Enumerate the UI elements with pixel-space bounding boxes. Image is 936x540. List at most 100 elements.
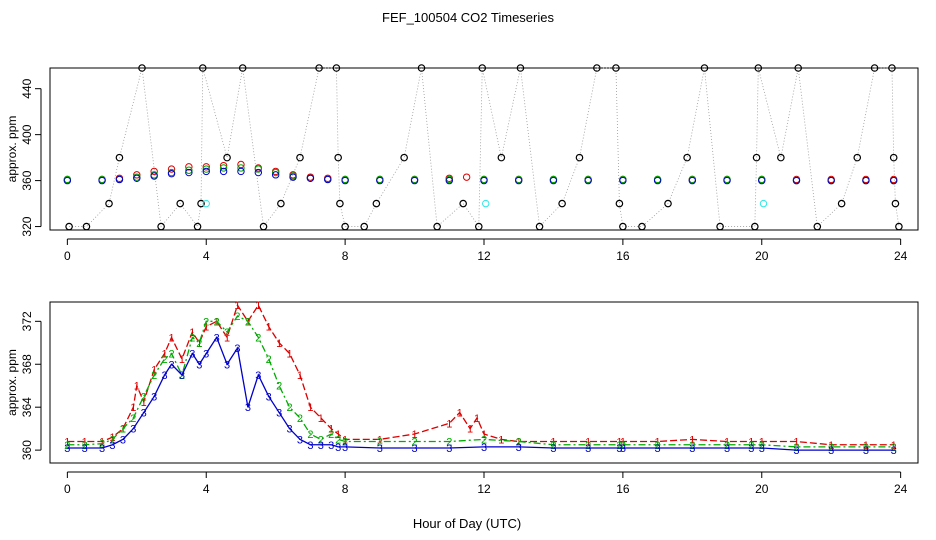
data-point — [197, 199, 205, 208]
data-point — [341, 176, 349, 185]
data-point — [558, 199, 566, 208]
series-point-label: 2 — [203, 316, 209, 328]
series-point-label: 3 — [318, 440, 324, 452]
series-point-label: 3 — [99, 443, 105, 455]
data-point — [202, 163, 210, 171]
series-point-label: 1 — [162, 349, 168, 361]
series-point-label: 1 — [99, 437, 105, 449]
data-point — [837, 199, 846, 208]
data-point — [254, 165, 263, 173]
series-point-label: 1 — [134, 381, 140, 393]
data-point — [758, 176, 766, 185]
y-tick-label: 320 — [20, 216, 34, 236]
series-point-label: 3 — [411, 443, 417, 455]
series-raw — [65, 64, 903, 231]
series-point-label: 1 — [516, 437, 522, 449]
series-point-label: 3 — [287, 424, 293, 436]
series-point-label: 1 — [342, 434, 348, 446]
data-point — [723, 176, 731, 185]
series-point-label: 1 — [224, 332, 230, 344]
series-point-label: 1 — [287, 349, 293, 361]
series-point-label: 1 — [655, 437, 661, 449]
series-point-label: 3 — [585, 443, 591, 455]
series-point-label: 2 — [446, 437, 452, 449]
data-point — [334, 153, 342, 162]
series-point-label: 2 — [377, 437, 383, 449]
series-point-label: 2 — [130, 413, 136, 425]
data-point — [115, 175, 124, 184]
series-1-line — [67, 303, 894, 446]
series-point-label: 3 — [446, 443, 452, 455]
data-point — [157, 222, 165, 231]
plot-frame — [49, 67, 919, 231]
series-point-label: 3 — [234, 343, 240, 355]
series-point-label: 2 — [863, 442, 869, 454]
data-point — [237, 167, 245, 176]
x-tick-label: 12 — [477, 482, 491, 496]
series-point-label: 1 — [189, 327, 195, 339]
series-point-label: 2 — [655, 440, 661, 452]
data-point — [827, 176, 835, 185]
series-point-label: 2 — [585, 440, 591, 452]
series-point-label: 1 — [467, 424, 473, 436]
x-tick-label: 20 — [755, 249, 769, 263]
series-point-label: 2 — [189, 332, 195, 344]
chart-title: FEF_100504 CO2 Timeseries — [382, 10, 554, 25]
data-point — [167, 165, 176, 173]
series-point-label: 1 — [411, 429, 417, 441]
data-point — [889, 153, 898, 162]
data-point — [777, 153, 785, 162]
series-point-label: 3 — [550, 443, 556, 455]
data-point — [813, 222, 822, 231]
series-point-label: 2 — [620, 440, 626, 452]
data-point — [895, 222, 903, 231]
series-point-label: 3 — [759, 443, 765, 455]
series-point-label: 2 — [297, 413, 303, 425]
data-point — [549, 176, 558, 185]
x-tick-label: 24 — [894, 249, 908, 263]
data-point — [65, 222, 73, 231]
data-point — [289, 173, 297, 181]
series-point-label: 3 — [481, 442, 487, 454]
series-point-label: 1 — [234, 300, 240, 312]
series-point-label: 3 — [748, 443, 754, 455]
series-point-label: 3 — [516, 442, 522, 454]
series-point-label: 2 — [82, 440, 88, 452]
x-tick-label: 24 — [894, 482, 908, 496]
series-point-label: 2 — [224, 327, 230, 339]
series-point-label: 2 — [255, 332, 261, 344]
data-point — [759, 199, 768, 208]
series-point-label: 1 — [196, 338, 202, 350]
data-point — [376, 176, 384, 185]
data-point — [237, 164, 245, 172]
y-axis: 320 360 400 440 — [20, 78, 42, 237]
data-point — [752, 153, 761, 162]
series-point-label: 3 — [724, 443, 730, 455]
data-point — [223, 153, 231, 162]
data-point — [185, 168, 193, 177]
series-point-label: 3 — [245, 402, 251, 414]
series-point-label: 1 — [168, 332, 174, 344]
series-point-label: 2 — [307, 429, 313, 441]
series-point-label: 1 — [141, 397, 147, 409]
series-point-label: 3 — [335, 442, 341, 454]
y-axis-label: approx. ppm — [5, 116, 19, 183]
series-point-label: 3 — [162, 370, 168, 382]
series-point-label: 3 — [377, 443, 383, 455]
series-point-label: 1 — [318, 413, 324, 425]
x-tick-label: 4 — [203, 482, 210, 496]
data-point — [176, 199, 185, 208]
data-point — [516, 64, 525, 72]
series-point-label: 2 — [616, 440, 622, 452]
data-point — [433, 222, 441, 231]
data-point — [619, 222, 627, 231]
x-axis: 0 4 8 12 16 20 24 — [64, 238, 908, 263]
series-point-label: 2 — [689, 440, 695, 452]
data-point — [138, 64, 146, 72]
series-point-label: 3 — [151, 391, 157, 403]
data-point — [63, 176, 72, 185]
